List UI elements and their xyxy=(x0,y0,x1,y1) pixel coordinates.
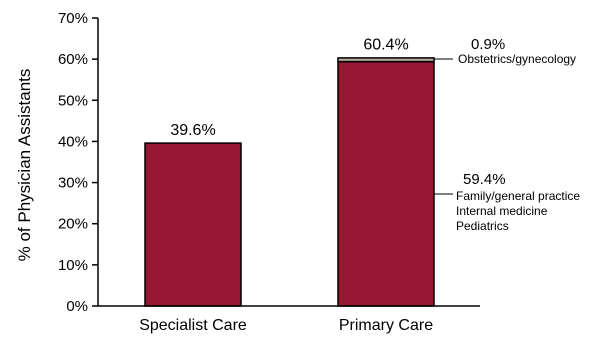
annotation-line: Obstetrics/gynecology xyxy=(458,52,576,66)
x-category-label: Primary Care xyxy=(339,317,433,334)
y-tick-label: 20% xyxy=(58,216,88,233)
annotation-line: Family/general practice xyxy=(456,189,580,203)
bar-specialist-care-segment-0 xyxy=(144,142,242,307)
y-tick-label: 0% xyxy=(66,298,88,315)
y-axis-title: % of Physician Assistants xyxy=(15,69,34,262)
y-tick-label: 50% xyxy=(58,92,88,109)
x-category-label: Specialist Care xyxy=(139,317,247,334)
bar-total-label: 60.4% xyxy=(363,36,408,53)
bars: 39.6% 60.4% xyxy=(144,36,435,307)
y-tick-label: 60% xyxy=(58,51,88,68)
y-tick-label: 40% xyxy=(58,133,88,150)
annotation-value: 59.4% xyxy=(463,171,506,188)
y-tick-label: 10% xyxy=(58,257,88,274)
y-axis: 0% 10% 20% 30% 40% 50% 60% 70% xyxy=(58,10,99,315)
y-tick-label: 30% xyxy=(58,175,88,192)
bar-total-label: 39.6% xyxy=(170,122,215,139)
bar-primary-care-segment-1 xyxy=(337,57,435,63)
annotation-line: Internal medicine xyxy=(456,204,548,218)
annotation-primary-breakdown: 59.4% Family/general practice Internal m… xyxy=(434,171,580,233)
annotation-value: 0.9% xyxy=(471,36,505,53)
x-axis: Specialist Care Primary Care xyxy=(98,305,480,334)
bar-primary-care-segment-0 xyxy=(337,60,435,307)
y-tick-label: 70% xyxy=(58,10,88,27)
annotation-line: Pediatrics xyxy=(456,219,509,233)
annotation-obstetrics: 0.9% Obstetrics/gynecology xyxy=(434,36,576,66)
